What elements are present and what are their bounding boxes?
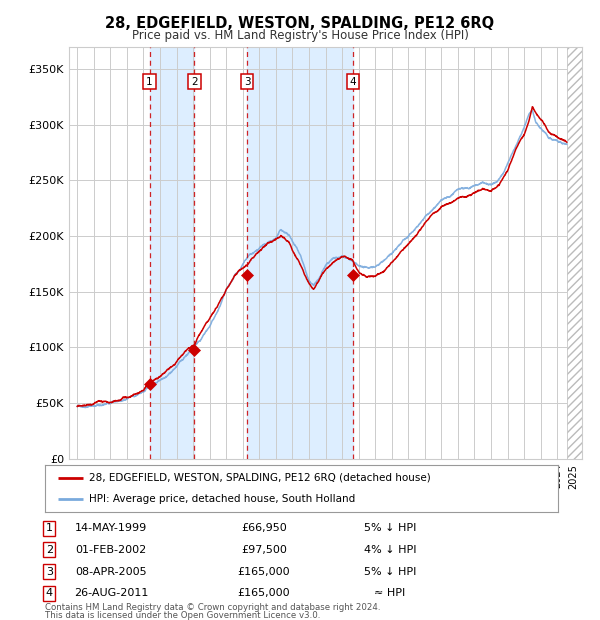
Text: £97,500: £97,500	[241, 545, 287, 555]
Text: 4% ↓ HPI: 4% ↓ HPI	[364, 545, 416, 555]
Text: 1: 1	[46, 523, 53, 533]
Text: ≈ HPI: ≈ HPI	[374, 588, 406, 598]
Text: £165,000: £165,000	[238, 588, 290, 598]
Text: Contains HM Land Registry data © Crown copyright and database right 2024.: Contains HM Land Registry data © Crown c…	[45, 603, 380, 612]
Text: 28, EDGEFIELD, WESTON, SPALDING, PE12 6RQ: 28, EDGEFIELD, WESTON, SPALDING, PE12 6R…	[106, 16, 494, 31]
Text: 1: 1	[146, 76, 153, 87]
Text: 3: 3	[46, 567, 53, 577]
Text: 2: 2	[46, 545, 53, 555]
Bar	[567, 46, 582, 459]
Text: 5% ↓ HPI: 5% ↓ HPI	[364, 523, 416, 533]
Text: HPI: Average price, detached house, South Holland: HPI: Average price, detached house, Sout…	[89, 494, 355, 504]
Bar	[567, 46, 582, 459]
Bar	[149, 46, 194, 459]
Text: Price paid vs. HM Land Registry's House Price Index (HPI): Price paid vs. HM Land Registry's House …	[131, 29, 469, 42]
Text: 2: 2	[191, 76, 198, 87]
Text: 08-APR-2005: 08-APR-2005	[75, 567, 147, 577]
Text: £66,950: £66,950	[241, 523, 287, 533]
Text: 01-FEB-2002: 01-FEB-2002	[76, 545, 146, 555]
Text: This data is licensed under the Open Government Licence v3.0.: This data is licensed under the Open Gov…	[45, 611, 320, 619]
Text: 26-AUG-2011: 26-AUG-2011	[74, 588, 148, 598]
Text: £165,000: £165,000	[238, 567, 290, 577]
Bar	[247, 46, 353, 459]
Text: 4: 4	[46, 588, 53, 598]
Text: 4: 4	[349, 76, 356, 87]
Text: 28, EDGEFIELD, WESTON, SPALDING, PE12 6RQ (detached house): 28, EDGEFIELD, WESTON, SPALDING, PE12 6R…	[89, 472, 430, 482]
Text: 3: 3	[244, 76, 251, 87]
Text: 5% ↓ HPI: 5% ↓ HPI	[364, 567, 416, 577]
Text: 14-MAY-1999: 14-MAY-1999	[75, 523, 147, 533]
